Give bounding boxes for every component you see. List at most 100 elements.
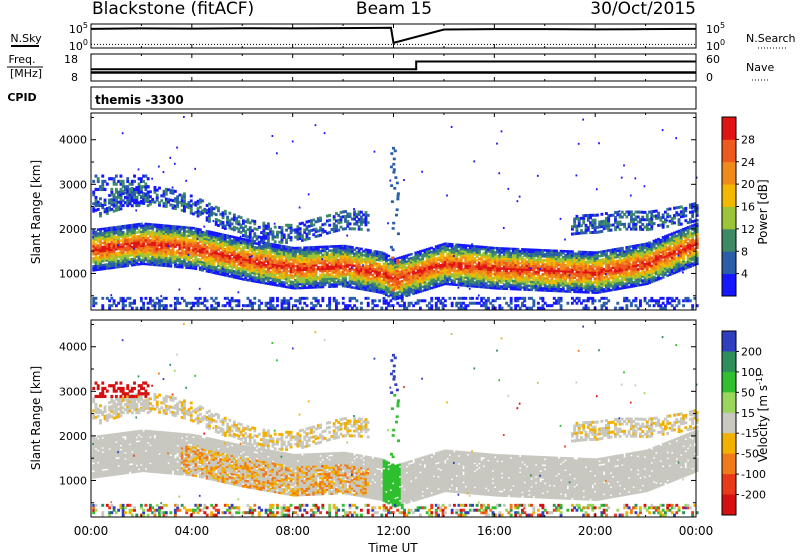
nave-label: Nave <box>746 61 774 74</box>
power-cell <box>126 177 129 180</box>
power-cell <box>451 302 454 305</box>
power-cell <box>299 227 302 230</box>
freq-panel-frame <box>91 54 696 81</box>
power-cell <box>185 180 187 182</box>
power-cell <box>174 163 176 165</box>
power-cell <box>104 199 107 202</box>
power-cell <box>537 302 540 305</box>
power-cell <box>147 177 150 180</box>
power-cell <box>249 256 251 258</box>
power-cell <box>262 222 265 225</box>
power-cell <box>387 255 390 258</box>
power-cell <box>501 130 503 132</box>
power-cell <box>97 177 100 180</box>
power-cell <box>380 307 383 310</box>
power-cell <box>451 243 454 246</box>
power-cell <box>360 248 363 251</box>
power-cell <box>487 297 490 300</box>
power-cell <box>138 168 140 170</box>
power-cell <box>140 297 143 300</box>
power-cell <box>206 299 209 302</box>
power-cell <box>199 297 202 300</box>
power-cell <box>231 223 234 226</box>
power-cell <box>324 223 327 226</box>
power-cell <box>367 221 370 224</box>
power-cell <box>421 171 423 173</box>
power-cell <box>144 297 147 300</box>
power-cell <box>353 227 356 230</box>
power-cell <box>133 175 136 178</box>
power-cell <box>464 297 467 300</box>
power-cell <box>328 297 331 300</box>
power-cell <box>231 307 234 310</box>
power-cell <box>290 224 293 227</box>
power-cell <box>360 228 363 231</box>
nsky-label: N.Sky <box>10 32 42 45</box>
power-cell <box>342 297 345 300</box>
power-cell <box>389 180 391 182</box>
power-cell <box>122 132 124 134</box>
power-cell <box>503 297 506 300</box>
power-cell <box>253 302 256 305</box>
power-cell <box>478 294 480 296</box>
power-cell <box>271 297 274 300</box>
power-cell <box>335 224 338 227</box>
nsearch-tick-high: 105 <box>706 21 725 36</box>
power-cell <box>95 302 98 305</box>
power-cell <box>378 263 381 266</box>
power-cell <box>423 299 426 302</box>
power-cell <box>135 209 137 211</box>
power-cell <box>308 237 311 240</box>
station-title: Blackstone (fitACF) <box>92 0 254 19</box>
power-cell <box>317 299 320 302</box>
power-cell <box>365 211 368 214</box>
power-cell <box>367 297 370 300</box>
power-cell <box>496 143 498 145</box>
power-cell <box>217 302 220 305</box>
power-cell <box>469 288 471 290</box>
power-cell <box>419 307 422 310</box>
power-cell <box>233 214 236 217</box>
power-cell <box>240 216 243 219</box>
power-cell <box>147 307 150 310</box>
power-cell <box>178 289 180 291</box>
power-cell <box>283 234 286 237</box>
power-cell <box>360 307 363 310</box>
power-cell <box>165 304 168 307</box>
power-cell <box>199 288 201 290</box>
power-cell <box>183 192 186 195</box>
power-cell <box>290 236 293 239</box>
power-cell <box>99 197 102 200</box>
power-cell <box>292 140 294 142</box>
power-cell <box>222 221 225 224</box>
power-cell <box>178 302 181 305</box>
power-cell <box>151 198 154 201</box>
power-cell <box>115 175 118 178</box>
power-cell <box>253 232 256 235</box>
power-cell <box>253 220 256 223</box>
power-cell <box>244 225 247 228</box>
power-cell <box>430 297 433 300</box>
power-cell <box>271 230 274 233</box>
power-cell <box>163 171 165 173</box>
power-cell <box>374 151 376 153</box>
power-cell <box>523 300 525 302</box>
power-cell <box>113 299 116 302</box>
power-cell <box>183 116 185 118</box>
power-cell <box>92 236 94 238</box>
power-cell <box>99 212 102 215</box>
power-cell <box>265 258 267 260</box>
power-cell <box>260 302 263 305</box>
power-cell <box>473 160 475 162</box>
power-cell <box>172 187 174 189</box>
power-cell <box>208 203 211 206</box>
power-cell <box>281 226 284 229</box>
power-cell <box>510 297 513 300</box>
nave-tick-high: 60 <box>706 53 720 66</box>
power-cell <box>101 297 104 300</box>
power-cell <box>142 302 145 305</box>
power-cell <box>355 299 358 302</box>
power-cell <box>401 297 404 300</box>
power-cell <box>165 297 168 300</box>
power-cell <box>215 213 218 216</box>
